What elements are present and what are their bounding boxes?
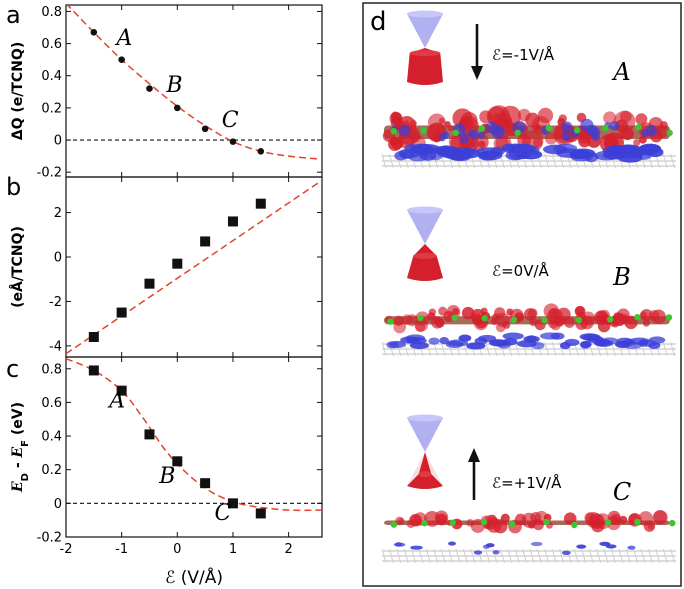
- structure-label: C: [613, 478, 631, 506]
- data-point: [88, 332, 99, 342]
- chart-c: -0.2 0 0.2 0.4 0.6 0.8 -2 -1 0 1 2 A B C ED - EF (eV) ℰ…: [10, 356, 323, 588]
- point-annotation: B: [165, 73, 182, 98]
- data-point: [200, 478, 211, 489]
- point-annotation: C: [215, 501, 232, 526]
- x-tick-label: 0: [173, 542, 181, 557]
- chart-a: -0.2 0 0.2 0.4 0.6 0.8 A B C ΔQ (e/TCNQ): [10, 4, 323, 181]
- data-point: [227, 216, 238, 227]
- y-tick-label: 0.2: [41, 101, 62, 116]
- field-value: ℰ=0V/Å: [492, 261, 550, 280]
- data-point: [257, 147, 265, 155]
- y-tick-label: 0: [54, 497, 62, 512]
- arrow-head-icon: [468, 448, 480, 462]
- x-axis-label: ℰ (V/Å): [165, 566, 223, 588]
- data-point: [88, 365, 99, 376]
- data-point: [116, 385, 127, 396]
- dirac-cone-icon: [407, 414, 443, 489]
- y-tick-label: 0.4: [41, 69, 62, 84]
- data-point: [146, 85, 153, 92]
- data-point: [255, 198, 266, 209]
- structure-panel: d ℰ=-1V/Å A ℰ=0V/Å B ℰ=+1V/Å C: [362, 2, 682, 587]
- panel-label-c: c: [6, 355, 19, 383]
- structure-label: B: [612, 263, 631, 291]
- structure-B: ℰ=0V/Å B: [381, 206, 676, 357]
- panel-d-frame: [362, 2, 682, 587]
- data-point: [229, 138, 237, 145]
- y-tick-label: -4: [49, 339, 62, 354]
- field-value: ℰ=+1V/Å: [492, 473, 562, 492]
- data-point: [255, 508, 266, 519]
- x-tick-label: 1: [229, 542, 237, 557]
- panel-label-b: b: [6, 173, 21, 201]
- x-tick-label: -1: [115, 542, 128, 557]
- y-tick-label: 0: [54, 134, 62, 149]
- data-point: [144, 429, 155, 440]
- data-point: [227, 498, 238, 509]
- graphene-layer: [381, 541, 676, 564]
- plot-frame: [65, 4, 323, 178]
- data-point: [200, 236, 211, 247]
- data-point: [172, 258, 183, 269]
- structure-A: ℰ=-1V/Å A: [381, 10, 676, 169]
- molecular-layer: [382, 105, 673, 155]
- molecular-layer: [384, 303, 673, 334]
- y-tick-label: 0.2: [41, 463, 62, 478]
- point-annotation: A: [107, 388, 125, 413]
- y-tick-label: -0.2: [37, 531, 62, 546]
- data-point: [172, 456, 183, 467]
- data-point: [201, 125, 209, 133]
- point-annotation: A: [114, 26, 132, 51]
- data-point: [118, 56, 125, 63]
- y-tick-label: 2: [54, 206, 62, 221]
- graphene-layer: [381, 143, 676, 169]
- y-axis-label: ED - EF (eV): [10, 402, 31, 493]
- y-tick-label: 0.8: [41, 362, 62, 377]
- point-annotation: C: [222, 108, 239, 133]
- y-tick-label: -0.2: [37, 166, 62, 181]
- molecular-layer: [384, 509, 676, 534]
- dirac-cone-icon: [407, 10, 443, 85]
- point-annotation: B: [158, 464, 175, 489]
- y-tick-label: 0: [54, 251, 62, 266]
- field-value: ℰ=-1V/Å: [492, 45, 555, 64]
- data-point: [174, 104, 181, 112]
- y-tick-label: 0.4: [41, 430, 62, 445]
- chart-b: -4 -2 0 2 (eÅ/TCNQ): [9, 176, 323, 358]
- data-point: [90, 29, 98, 36]
- y-axis-label: (eÅ/TCNQ): [9, 226, 26, 308]
- fit-curve: [66, 5, 322, 161]
- data-point: [144, 278, 155, 289]
- panel-label-a: a: [6, 1, 21, 29]
- y-tick-label: 0.6: [41, 37, 62, 52]
- graphene-layer: [381, 332, 676, 357]
- x-tick-label: 2: [284, 542, 292, 557]
- y-tick-label: -2: [49, 295, 62, 310]
- dirac-cone-icon: [407, 206, 443, 281]
- x-tick-label: -2: [60, 542, 73, 557]
- fit-curve: [66, 179, 322, 355]
- y-tick-label: 0.6: [41, 396, 62, 411]
- structure-C: ℰ=+1V/Å C: [381, 414, 676, 564]
- arrow-head-icon: [471, 66, 483, 80]
- y-tick-label: 0.8: [41, 5, 62, 20]
- fit-curve: [66, 357, 322, 512]
- y-axis-label: ΔQ (e/TCNQ): [10, 42, 26, 140]
- data-point: [116, 307, 127, 318]
- panel-label-d: d: [370, 7, 387, 37]
- plot-frame: [65, 356, 323, 538]
- structure-label: A: [611, 58, 630, 86]
